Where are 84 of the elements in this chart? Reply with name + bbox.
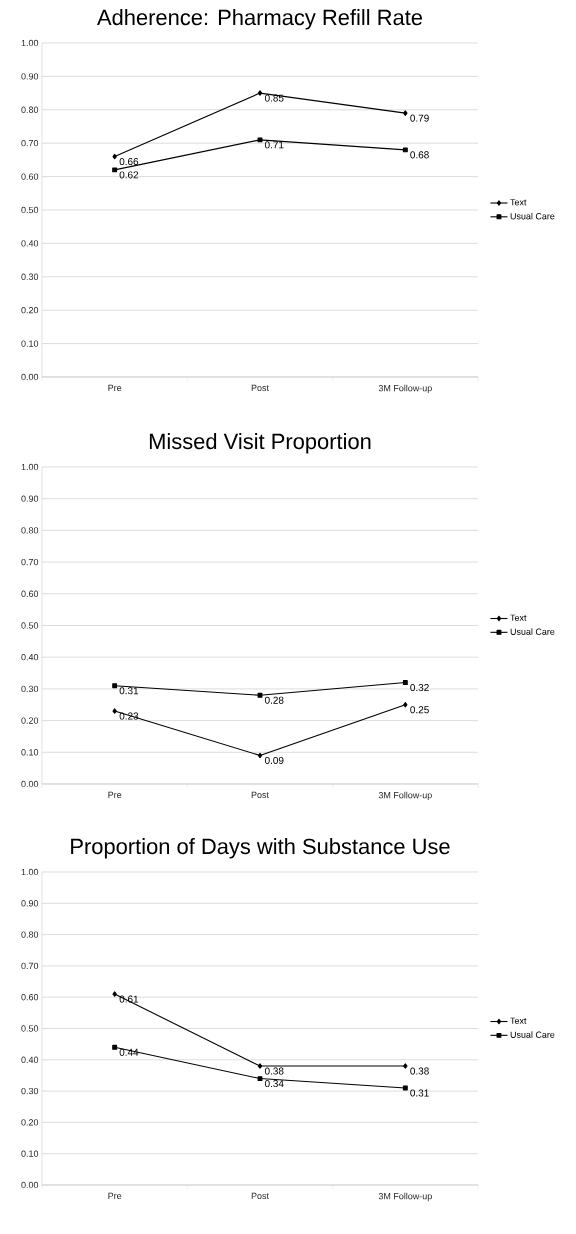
data-label: 0.71 <box>264 141 284 149</box>
y-tick-label: 0.90 <box>21 900 39 907</box>
y-tick-label: 0.20 <box>21 1119 39 1126</box>
y-tick-label: 0.60 <box>21 994 39 1001</box>
data-label: 0.62 <box>119 171 139 179</box>
point <box>112 167 118 173</box>
x-tick-label: Post <box>251 384 269 392</box>
point <box>257 1076 263 1082</box>
y-tick-label: 0.00 <box>21 373 39 381</box>
x-tick-label: Post <box>251 791 269 799</box>
y-tick-label: 0.40 <box>21 240 39 247</box>
data-label: 0.38 <box>410 1067 429 1075</box>
point <box>257 692 263 698</box>
legend-label: Usual Care <box>510 1031 555 1038</box>
x-tick-label: 3M Follow-up <box>378 791 432 801</box>
y-tick-label: 0.80 <box>21 931 39 938</box>
point <box>257 137 263 143</box>
y-tick-label: 0.40 <box>21 1056 39 1063</box>
data-label: 0.79 <box>410 114 429 122</box>
point <box>112 1044 118 1050</box>
legend-label: Usual Care <box>510 628 555 635</box>
y-tick-label: 0.70 <box>21 140 39 147</box>
point <box>257 90 263 96</box>
y-tick-label: 0.70 <box>21 962 39 970</box>
legend-label: Text <box>510 1017 527 1024</box>
y-tick-label: 0.80 <box>21 106 39 113</box>
data-label: 0.09 <box>264 756 284 764</box>
point <box>402 147 408 153</box>
data-label: 0.44 <box>119 1048 139 1056</box>
y-tick-label: 0.10 <box>21 749 39 756</box>
y-tick-label: 0.60 <box>21 173 39 180</box>
y-tick-label: 0.80 <box>21 527 39 534</box>
x-tick-label: Pre <box>108 791 122 799</box>
data-label: 0.34 <box>264 1080 284 1088</box>
x-tick-label: Pre <box>108 1192 122 1200</box>
point <box>402 1085 408 1091</box>
y-tick-label: 1.00 <box>21 39 39 47</box>
y-tick-label: 0.30 <box>21 1087 39 1095</box>
y-tick-label: 0.90 <box>21 495 39 502</box>
y-tick-label: 0.30 <box>21 685 39 693</box>
y-tick-label: 1.00 <box>21 868 39 876</box>
y-tick-label: 0.40 <box>21 654 39 661</box>
y-tick-label: 0.70 <box>21 558 39 566</box>
x-tick-label: Pre <box>108 384 122 392</box>
point <box>257 1063 263 1069</box>
y-tick-label: 0.60 <box>21 590 39 597</box>
x-tick-label: 3M Follow-up <box>378 384 432 394</box>
x-tick-label: Post <box>251 1192 269 1200</box>
data-label: 0.25 <box>410 706 429 714</box>
y-tick-label: 0.10 <box>21 340 39 347</box>
data-label: 0.32 <box>410 684 429 692</box>
y-tick-label: 0.50 <box>21 622 39 629</box>
point <box>403 702 408 708</box>
legend-label: Usual Care <box>510 212 555 220</box>
data-label: 0.31 <box>119 687 139 695</box>
y-tick-label: 0.20 <box>21 307 39 314</box>
legend-label: Text <box>510 614 527 621</box>
point <box>403 110 408 116</box>
point <box>257 752 263 759</box>
y-tick-label: 0.90 <box>21 73 39 80</box>
data-label: 0.66 <box>119 158 139 166</box>
chart-title: Adherence: Pharmacy Refill Rate <box>97 9 423 30</box>
data-label: 0.38 <box>264 1067 284 1075</box>
point <box>112 991 117 997</box>
chart-title: Proportion of Days with Substance Use <box>71 838 450 859</box>
y-tick-label: 0.30 <box>21 273 39 280</box>
data-label: 0.68 <box>410 151 429 159</box>
point <box>112 153 117 160</box>
data-label: 0.28 <box>264 696 284 704</box>
chart-title: Missed Visit Proportion <box>149 433 371 454</box>
data-label: 0.31 <box>410 1089 429 1097</box>
y-tick-label: 0.20 <box>21 717 39 724</box>
y-tick-label: 0.50 <box>21 206 39 214</box>
point <box>402 680 408 685</box>
point <box>403 1063 408 1069</box>
y-tick-label: 0.10 <box>21 1150 39 1157</box>
y-tick-label: 1.00 <box>21 463 39 471</box>
y-tick-label: 0.00 <box>21 1181 39 1189</box>
point <box>112 708 117 714</box>
legend-label: Text <box>510 199 527 206</box>
point <box>112 683 118 689</box>
y-tick-label: 0.00 <box>21 780 39 788</box>
y-tick-label: 0.50 <box>21 1025 39 1032</box>
x-tick-label: 3M Follow-up <box>378 1192 432 1202</box>
